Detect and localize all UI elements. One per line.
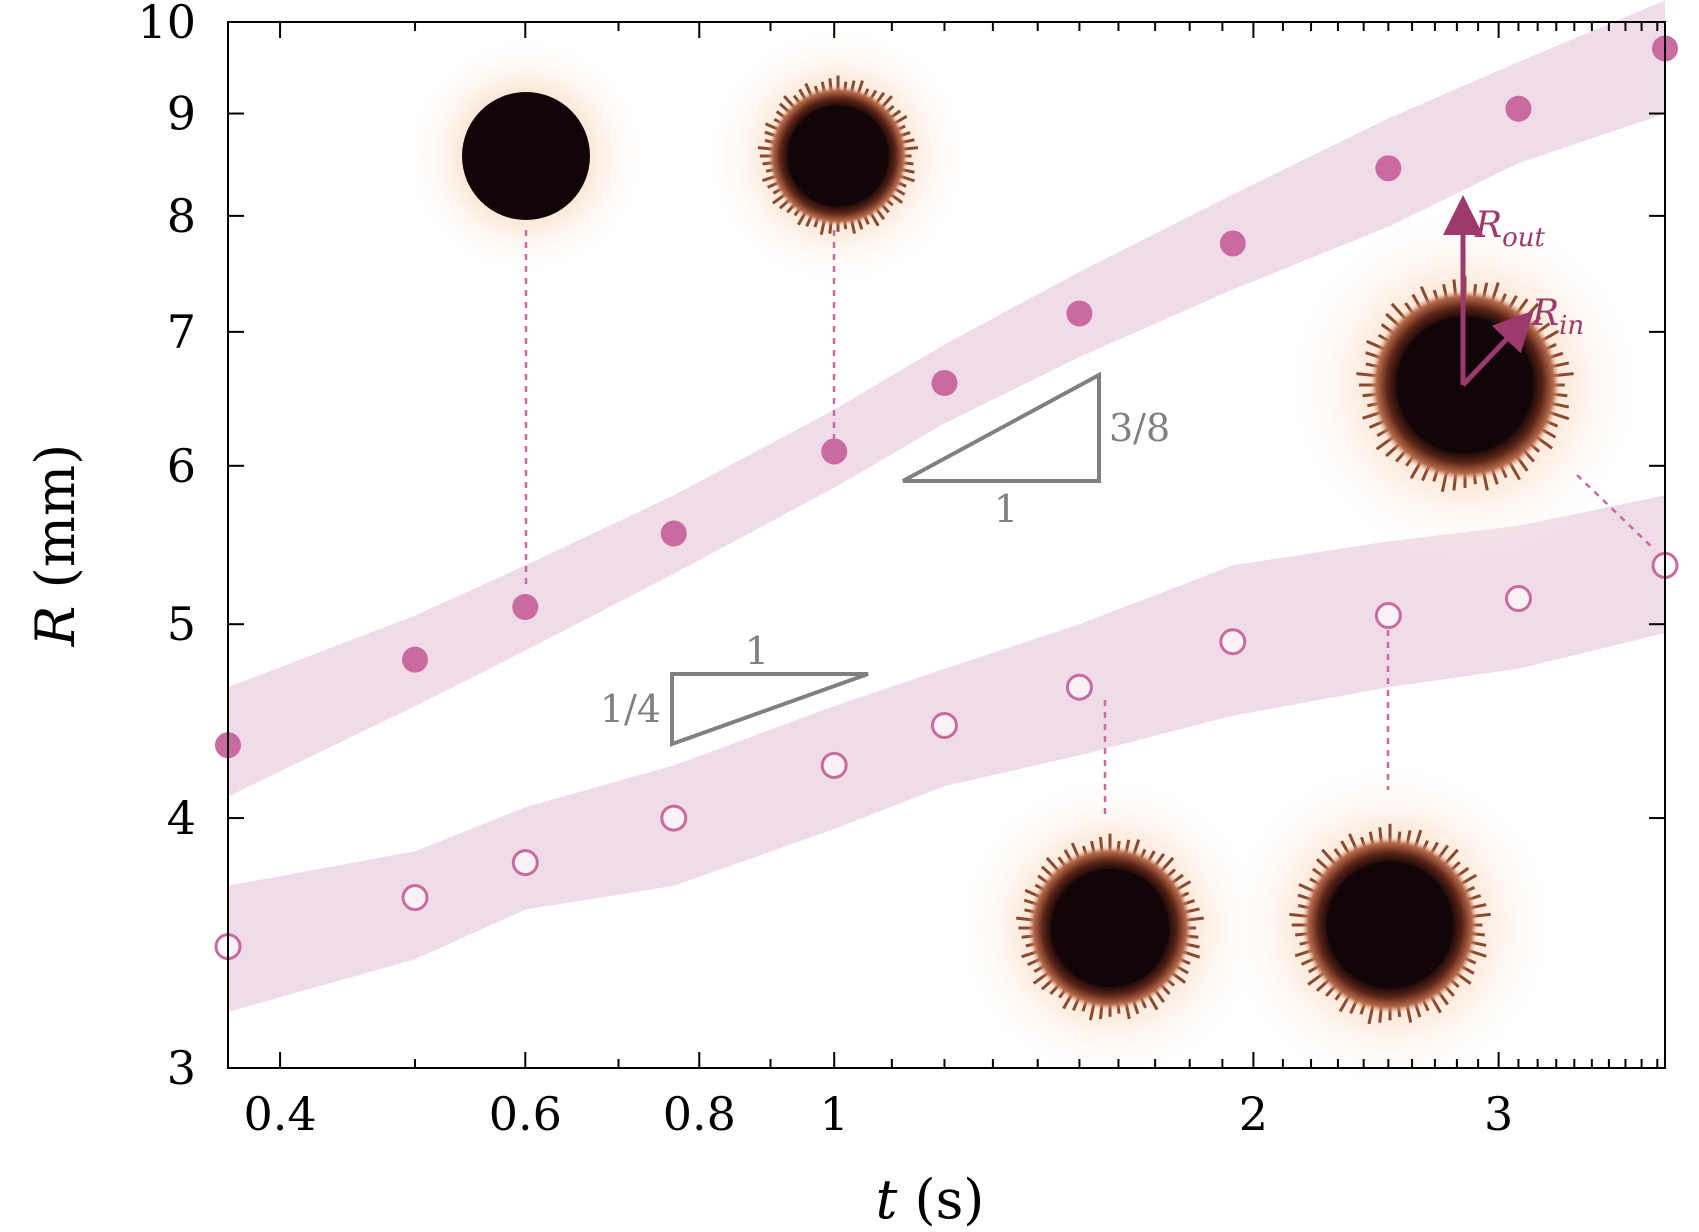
r-out-label: Rout <box>1474 205 1546 253</box>
radius-arrows: Rout Rin <box>1443 195 1584 387</box>
point-r-in <box>511 849 539 877</box>
slope-triangle-lower: 1/4 1 <box>600 629 869 747</box>
slope-label-upper: 3/8 <box>1109 406 1170 450</box>
slope-label-lower: 1/4 <box>600 687 661 731</box>
y-tick-label: 9 <box>167 87 196 141</box>
run-label-lower: 1 <box>745 629 769 673</box>
y-tick-label: 5 <box>167 597 196 651</box>
droplet-t15-core <box>1050 868 1170 988</box>
r-in-symbol: R <box>1531 293 1559 334</box>
x-tick-label: 0.4 <box>243 1087 316 1141</box>
data-points <box>214 35 1679 961</box>
r-out-symbol: R <box>1474 205 1502 246</box>
droplet-t10-core <box>787 105 889 207</box>
y-tick-label: 10 <box>137 0 196 49</box>
point-r-out <box>1066 300 1093 327</box>
band-r-out <box>228 0 1665 797</box>
slope-triangle-lower-shape <box>670 672 869 747</box>
droplet-t15 <box>954 772 1266 1084</box>
x-tick-label: 3 <box>1484 1087 1513 1141</box>
droplet-t06-core <box>462 92 590 220</box>
point-r-out <box>931 369 958 396</box>
droplet-t06 <box>404 34 648 278</box>
x-tick-label: 0.6 <box>489 1087 562 1141</box>
axes-frame <box>227 21 1666 1069</box>
point-r-in <box>1065 673 1093 701</box>
droplet-t25 <box>1222 757 1558 1093</box>
run-label-upper: 1 <box>994 487 1018 531</box>
point-r-in <box>1504 585 1532 613</box>
y-axis-unit: (mm) <box>24 444 87 606</box>
r-in-arrow <box>1461 310 1534 387</box>
x-tick-label: 1 <box>820 1087 849 1141</box>
y-tick-label: 3 <box>167 1041 196 1095</box>
y-tick-label: 7 <box>167 305 196 359</box>
point-r-out <box>660 520 687 547</box>
plot-frame <box>227 21 1666 1069</box>
band-r-in <box>228 495 1665 1012</box>
x-tick-label: 2 <box>1239 1087 1268 1141</box>
point-r-out <box>1505 95 1532 122</box>
y-tick-label: 6 <box>167 439 196 493</box>
x-tick-label: 0.8 <box>663 1087 736 1141</box>
y-tick-label: 4 <box>167 791 196 845</box>
slope-triangle-upper: 3/8 1 <box>902 371 1170 531</box>
point-r-out <box>1219 230 1246 257</box>
r-in-subscript: in <box>1559 311 1584 341</box>
y-axis-title: R (mm) <box>24 444 87 647</box>
x-axis-var: t <box>876 1168 898 1231</box>
point-r-out <box>821 438 848 465</box>
r-in-label: Rin <box>1531 293 1584 341</box>
x-axis-unit: (s) <box>897 1168 984 1231</box>
slope-triangle-upper-shape <box>902 371 1101 483</box>
error-bands <box>228 0 1665 1012</box>
y-axis-var: R <box>24 606 87 648</box>
point-r-in <box>660 804 688 832</box>
point-r-out <box>512 593 539 620</box>
r-out-subscript: out <box>1502 223 1545 253</box>
y-tick-label: 8 <box>167 189 196 243</box>
point-r-in <box>820 751 848 779</box>
point-r-out <box>1375 155 1402 182</box>
point-r-out <box>402 646 429 673</box>
point-r-in <box>1374 602 1402 630</box>
guide-lines <box>524 230 1656 815</box>
x-axis-title: t (s) <box>876 1168 985 1231</box>
droplet-t25-core <box>1326 861 1454 989</box>
axis-ticks: 0.4 0.6 0.8 1 2 3 3 4 5 6 7 8 9 10 <box>137 0 1665 1141</box>
point-r-in <box>930 711 958 739</box>
droplet-t10 <box>705 23 971 289</box>
point-r-in <box>401 884 429 912</box>
point-r-in <box>1219 628 1247 656</box>
